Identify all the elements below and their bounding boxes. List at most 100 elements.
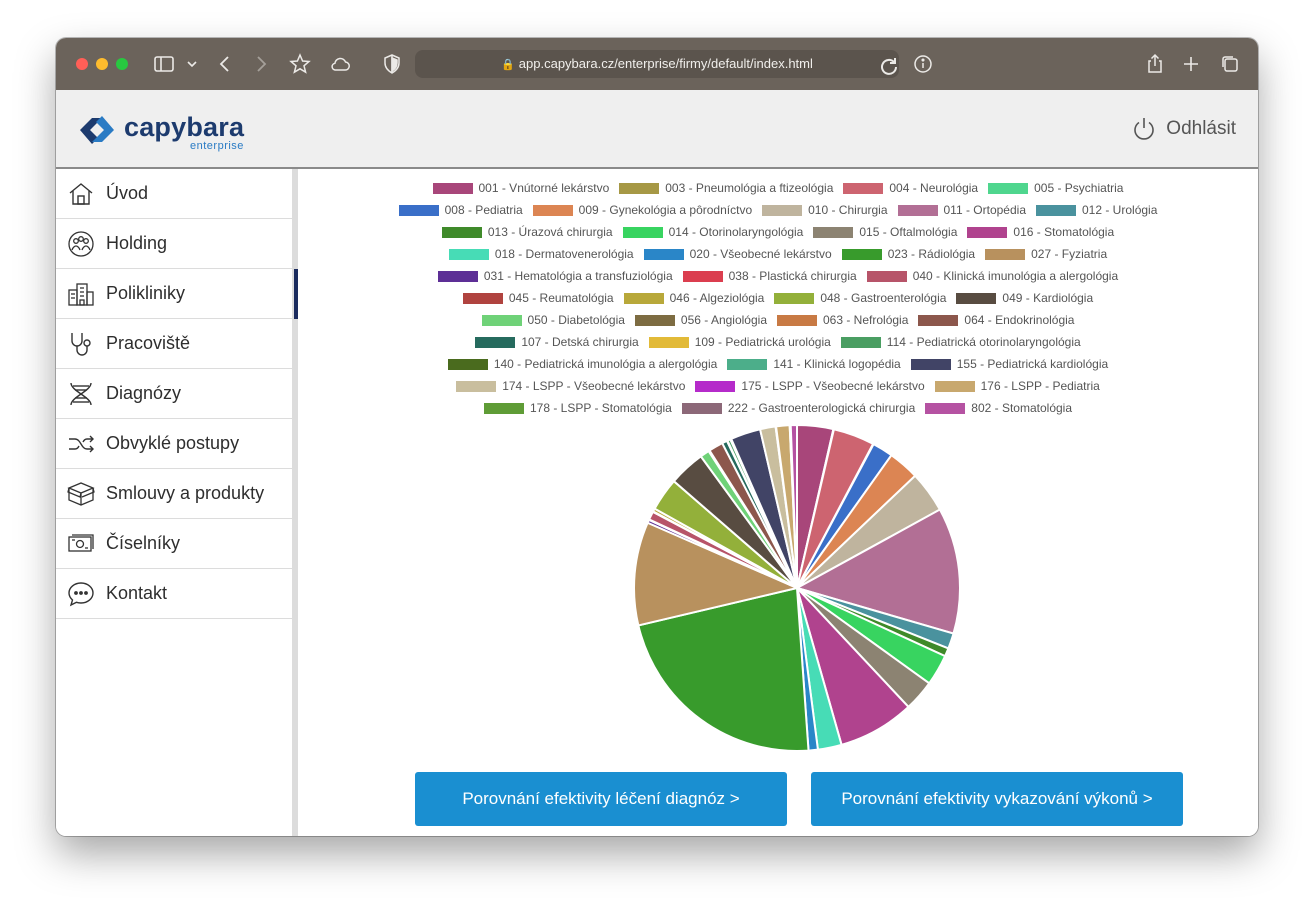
close-window-icon[interactable] xyxy=(76,58,88,70)
icloud-icon[interactable] xyxy=(328,52,352,76)
legend-item[interactable]: 008 - Pediatria xyxy=(398,203,523,217)
sidebar-item-smlouvy[interactable]: Smlouvy a produkty xyxy=(56,469,292,519)
legend-item[interactable]: 175 - LSPP - Všeobecné lekárstvo xyxy=(695,379,925,393)
legend-item[interactable]: 176 - LSPP - Pediatria xyxy=(934,379,1100,393)
legend-item[interactable]: 014 - Otorinolaryngológia xyxy=(622,225,803,239)
legend-item[interactable]: 048 - Gastroenterológia xyxy=(774,291,946,305)
sidebar-item-diagnozy[interactable]: Diagnózy xyxy=(56,369,292,419)
legend-row: 008 - Pediatria 009 - Gynekológia a pôrod… xyxy=(298,199,1258,221)
legend-swatch xyxy=(437,270,478,282)
legend-item[interactable]: 114 - Pediatrická otorinolaryngológia xyxy=(840,335,1081,349)
legend-item[interactable]: 109 - Pediatrická urológia xyxy=(648,335,831,349)
address-bar[interactable]: 🔒 app.capybara.cz/enterprise/firmy/defaul… xyxy=(415,50,899,78)
legend-item[interactable]: 016 - Stomatológia xyxy=(967,225,1114,239)
reload-icon[interactable] xyxy=(877,55,897,75)
pie-slice[interactable] xyxy=(633,521,801,627)
compare-reporting-efficiency-button[interactable]: Porovnání efektivity vykazování výkonů > xyxy=(811,772,1183,826)
legend-item[interactable]: 018 - Dermatovenerológia xyxy=(448,247,634,261)
legend-label: 015 - Oftalmológia xyxy=(859,225,958,239)
legend-swatch xyxy=(897,204,938,216)
legend-item[interactable]: 010 - Chirurgia xyxy=(762,203,888,217)
compare-diagnosis-efficiency-button[interactable]: Porovnání efektivity léčení diagnóz > xyxy=(415,772,787,826)
share-icon[interactable] xyxy=(1143,52,1167,76)
legend-item[interactable]: 063 - Nefrológia xyxy=(777,313,908,327)
legend-label: 010 - Chirurgia xyxy=(808,203,888,217)
maximize-window-icon[interactable] xyxy=(116,58,128,70)
pie-chart xyxy=(633,423,961,752)
sidebar-item-kontakt[interactable]: Kontakt xyxy=(56,569,292,619)
forward-icon[interactable] xyxy=(249,52,273,76)
sidebar-item-polikliniky[interactable]: Polikliniky xyxy=(56,269,298,319)
people-circle-icon xyxy=(66,229,96,259)
legend-item[interactable]: 013 - Úrazová chirurgia xyxy=(441,225,613,239)
legend-item[interactable]: 141 - Klinická logopédia xyxy=(727,357,901,371)
legend-item[interactable]: 001 - Vnútorné lekárstvo xyxy=(432,181,610,195)
sidebar-item-obvykle-postupy[interactable]: Obvyklé postupy xyxy=(56,419,292,469)
building-icon xyxy=(66,279,96,309)
pie-slice[interactable] xyxy=(794,508,961,635)
legend-row: 001 - Vnútorné lekárstvo 003 - Pneumológi… xyxy=(298,177,1258,199)
power-icon xyxy=(1134,118,1155,140)
logout-button[interactable]: Odhlásit xyxy=(1132,116,1236,142)
legend-label: 107 - Detská chirurgia xyxy=(521,335,639,349)
minimize-window-icon[interactable] xyxy=(96,58,108,70)
sidebar-item-uvod[interactable]: Úvod xyxy=(56,169,292,219)
pie-slice[interactable] xyxy=(789,423,798,589)
legend-item[interactable]: 056 - Angiológia xyxy=(634,313,767,327)
legend-label: 001 - Vnútorné lekárstvo xyxy=(478,181,610,195)
sidebar-item-holding[interactable]: Holding xyxy=(56,219,292,269)
url-value: app.capybara.cz/enterprise/firmy/default… xyxy=(518,56,813,71)
legend-item[interactable]: 174 - LSPP - Všeobecné lekárstvo xyxy=(456,379,685,393)
legend-item[interactable]: 178 - LSPP - Stomatológia xyxy=(483,401,672,415)
legend-label: 011 - Ortopédia xyxy=(943,203,1027,217)
logo-wordmark: capybara xyxy=(124,112,245,142)
legend-swatch xyxy=(988,182,1029,194)
legend-item[interactable]: 027 - Fyziatria xyxy=(985,247,1107,261)
legend-item[interactable]: 140 - Pediatrická imunológia a alergológ… xyxy=(447,357,717,371)
legend-item[interactable]: 222 - Gastroenterologická chirurgia xyxy=(681,401,916,415)
legend-item[interactable]: 046 - Algeziológia xyxy=(623,291,764,305)
legend-item[interactable]: 107 - Detská chirurgia xyxy=(475,335,639,349)
page-info-icon[interactable] xyxy=(911,52,935,76)
legend-item[interactable]: 031 - Hematológia a transfuziológia xyxy=(437,269,673,283)
legend-item[interactable]: 015 - Oftalmológia xyxy=(813,225,957,239)
legend-item[interactable]: 045 - Reumatológia xyxy=(462,291,614,305)
sidebar-item-label: Diagnózy xyxy=(106,383,182,403)
pie-slice[interactable] xyxy=(637,586,810,752)
legend-item[interactable]: 802 - Stomatológia xyxy=(925,401,1072,415)
legend-item[interactable]: 011 - Ortopédia xyxy=(897,203,1027,217)
legend-item[interactable]: 038 - Plastická chirurgia xyxy=(682,269,857,283)
legend-item[interactable]: 064 - Endokrinológia xyxy=(918,313,1074,327)
legend-label: 222 - Gastroenterologická chirurgia xyxy=(727,401,916,415)
legend-swatch xyxy=(481,314,522,326)
legend-item[interactable]: 040 - Klinická imunológia a alergológia xyxy=(866,269,1118,283)
legend-item[interactable]: 012 - Urológia xyxy=(1036,203,1157,217)
legend-label: 176 - LSPP - Pediatria xyxy=(980,379,1100,393)
back-icon[interactable] xyxy=(213,52,237,76)
legend-item[interactable]: 020 - Všeobecné lekárstvo xyxy=(643,247,832,261)
legend-item[interactable]: 049 - Kardiológia xyxy=(956,291,1093,305)
new-tab-plus-icon[interactable] xyxy=(1179,52,1203,76)
bookmark-star-icon[interactable] xyxy=(288,52,312,76)
legend-item[interactable]: 004 - Neurológia xyxy=(843,181,978,195)
sidebar-item-label: Smlouvy a produkty xyxy=(106,483,265,503)
tab-overview-icon[interactable] xyxy=(1218,52,1242,76)
legend-item[interactable]: 003 - Pneumológia a ftizeológia xyxy=(619,181,833,195)
legend-item[interactable]: 155 - Pediatrická kardiológia xyxy=(910,357,1108,371)
legend-item[interactable]: 009 - Gynekológia a pôrodníctvo xyxy=(532,203,752,217)
chevron-down-icon[interactable] xyxy=(180,52,197,76)
sidebar-item-ciselniky[interactable]: Číselníky xyxy=(56,519,292,569)
sidebar-toggle-icon[interactable] xyxy=(152,52,176,76)
sidebar-item-pracoviste[interactable]: Pracoviště xyxy=(56,319,292,369)
legend-item[interactable]: 050 - Diabetológia xyxy=(481,313,625,327)
privacy-shield-icon[interactable] xyxy=(380,52,404,76)
legend-swatch xyxy=(985,248,1026,260)
legend-item[interactable]: 023 - Rádiológia xyxy=(841,247,975,261)
legend-label: 004 - Neurológia xyxy=(889,181,979,195)
legend-swatch xyxy=(634,314,675,326)
legend-label: 018 - Dermatovenerológia xyxy=(494,247,634,261)
legend-swatch xyxy=(956,292,997,304)
legend-item[interactable]: 005 - Psychiatria xyxy=(988,181,1123,195)
legend-row: 174 - LSPP - Všeobecné lekárstvo 175 - LS… xyxy=(298,375,1258,397)
legend-label: 064 - Endokrinológia xyxy=(964,313,1075,327)
